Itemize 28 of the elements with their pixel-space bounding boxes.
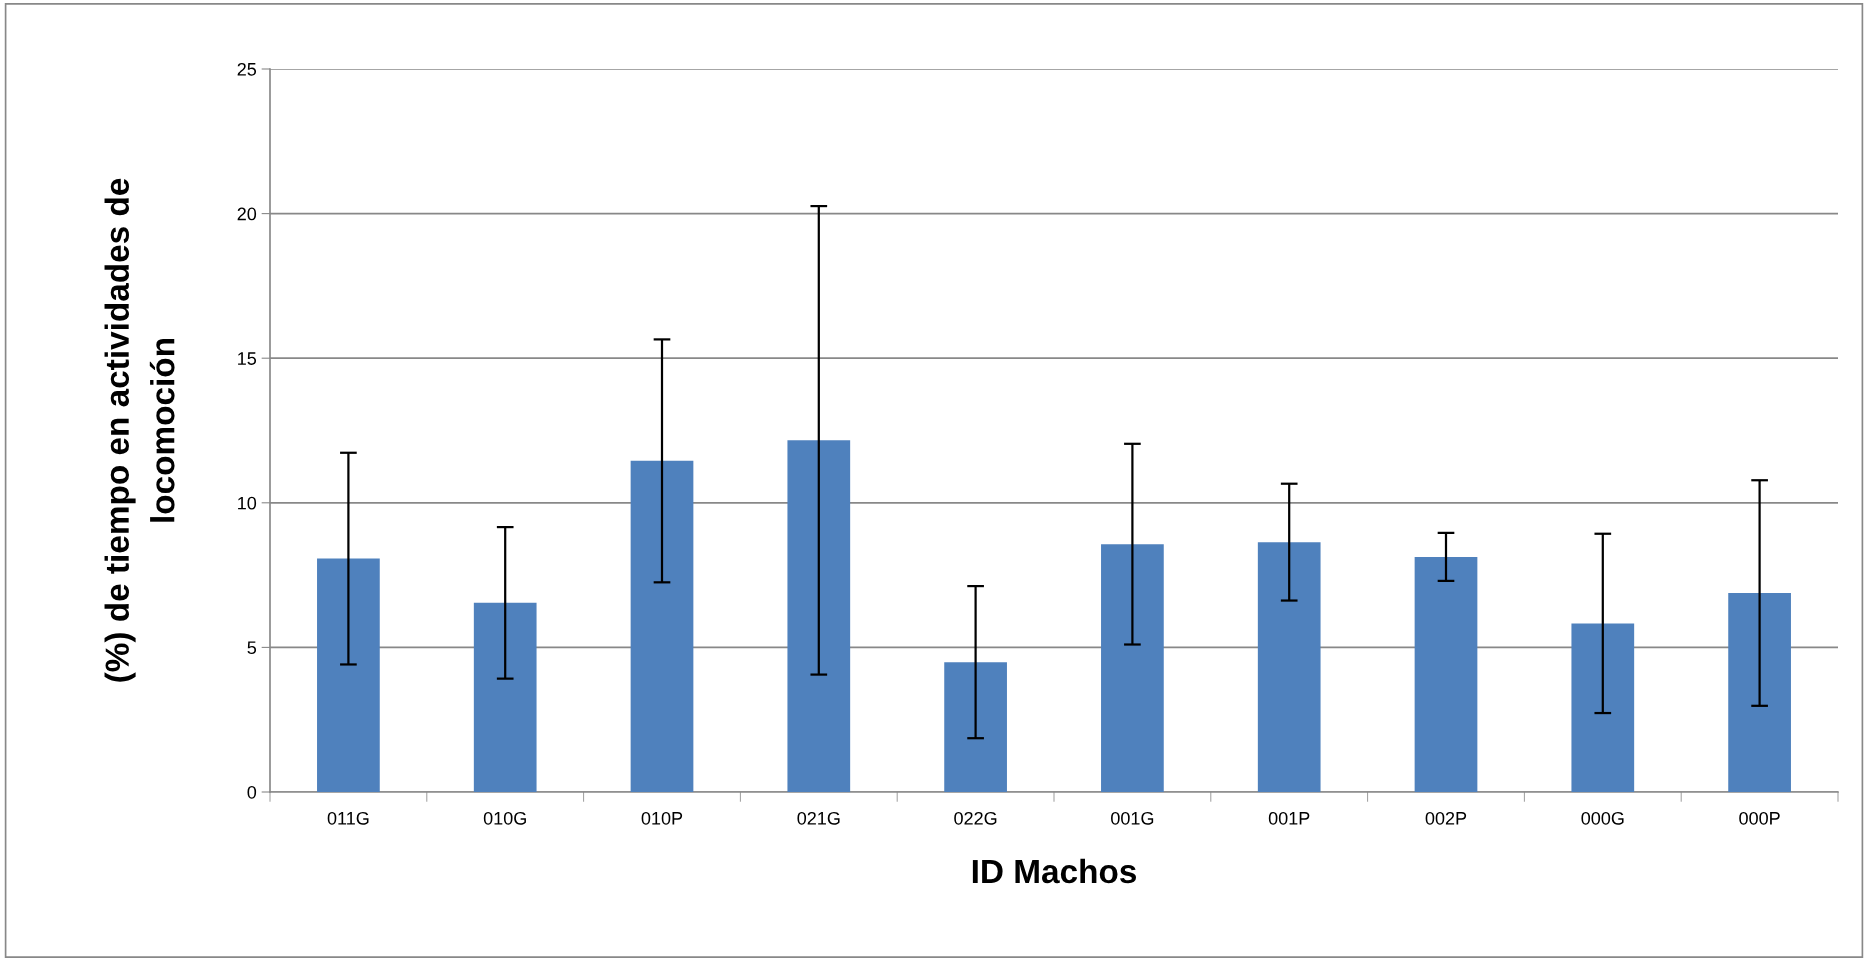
x-tick-label: 002P xyxy=(1425,811,1467,825)
y-tick-label: 0 xyxy=(247,785,257,799)
y-tick-label: 15 xyxy=(238,352,257,365)
x-tick-label: 000G xyxy=(1581,811,1624,825)
x-axis-title: ID Machos xyxy=(972,858,1136,884)
bar xyxy=(1728,593,1791,792)
bar xyxy=(1414,556,1478,792)
bar xyxy=(317,558,380,792)
bar xyxy=(630,460,694,792)
x-tick-label: 010P xyxy=(641,811,683,825)
x-tick-label: 021G xyxy=(797,811,840,825)
y-axis-title: (%) de tiempo en actividades de locomoción xyxy=(104,178,175,682)
x-tick-label: 001P xyxy=(1268,811,1310,825)
bar xyxy=(473,602,537,792)
bar xyxy=(787,440,851,792)
x-tick-label: 010G xyxy=(483,811,526,825)
bar xyxy=(1571,623,1635,792)
x-tick-label: 022G xyxy=(954,811,997,825)
x-tick-label: 001G xyxy=(1111,811,1154,825)
bar xyxy=(1101,544,1164,792)
y-tick-label: 20 xyxy=(237,207,257,221)
y-tick-label: 10 xyxy=(238,496,257,510)
y-tick-label: 5 xyxy=(247,641,257,655)
bar xyxy=(1257,542,1321,792)
bar xyxy=(944,662,1007,792)
x-tick-label: 000P xyxy=(1739,811,1780,825)
x-tick-label: 011G xyxy=(327,811,369,825)
y-tick-label: 25 xyxy=(237,62,257,76)
